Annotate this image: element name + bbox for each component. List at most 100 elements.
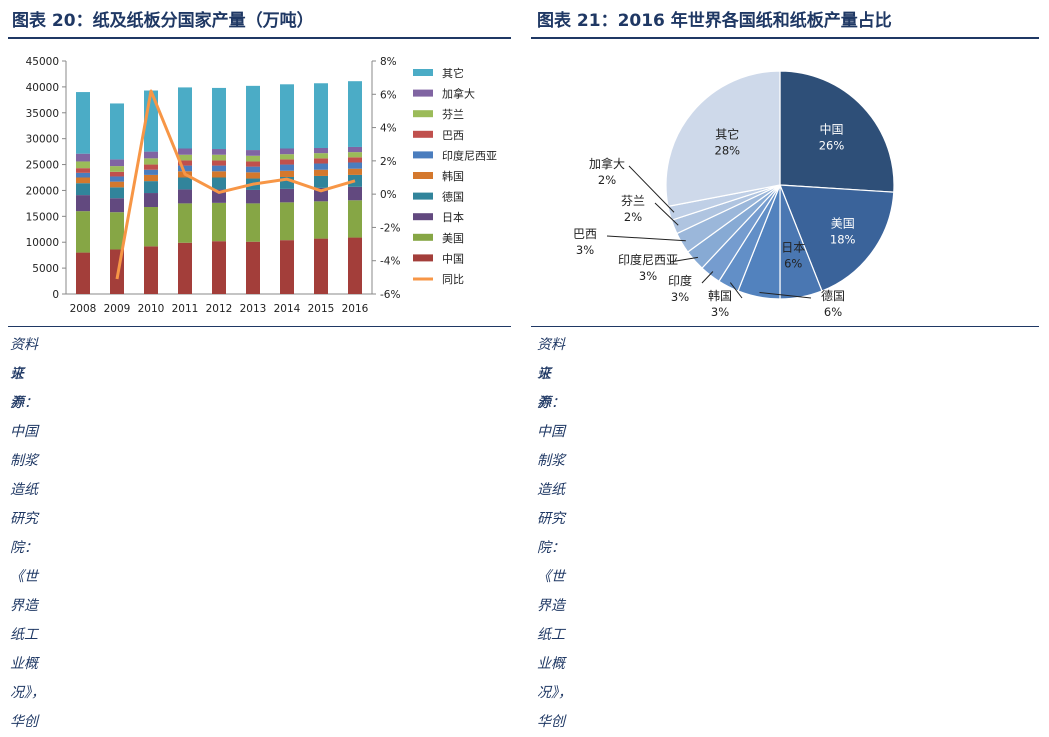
bar-segment <box>144 164 158 170</box>
pie-label: 韩国 <box>708 288 732 303</box>
pie-label: 巴西 <box>573 227 597 241</box>
bar-segment <box>314 238 328 294</box>
pie-pct: 26% <box>819 139 845 153</box>
x-tick-label: 2009 <box>104 303 131 315</box>
bar-segment <box>246 166 260 173</box>
bar-segment <box>144 207 158 247</box>
pie-leader-line <box>654 202 679 226</box>
legend-label: 加拿大 <box>442 87 475 101</box>
left-source-line2: 证券 <box>10 366 24 411</box>
x-tick-label: 2012 <box>206 303 233 315</box>
bar-segment <box>76 172 90 178</box>
pie-label: 印度 <box>668 273 692 288</box>
bar-segment <box>76 177 90 184</box>
y2-tick-label: -6% <box>380 289 400 301</box>
bar-segment <box>348 200 362 238</box>
y-tick-label: 20000 <box>26 185 59 197</box>
pie-label: 日本 <box>781 240 805 254</box>
bar-chart: 0 5000 10000 15000 20000 25000 30000 35000 40000… <box>26 56 497 315</box>
legend-label: 同比 <box>442 273 464 286</box>
x-tick-label: 2016 <box>342 303 369 315</box>
bar-segment <box>314 201 328 239</box>
bar-segment <box>212 241 226 294</box>
bar-segment <box>144 193 158 208</box>
legend-label: 中国 <box>442 252 464 265</box>
bar-segment <box>246 203 260 242</box>
legend-label: 日本 <box>442 210 464 224</box>
bar-segment <box>314 147 328 154</box>
bar-segment <box>144 169 158 175</box>
y-tick-label: 15000 <box>26 211 59 223</box>
bar-segment <box>178 242 192 294</box>
bar-segment <box>144 158 158 165</box>
pie-pct: 28% <box>715 143 741 157</box>
bar-segment <box>280 240 294 294</box>
bar-segment <box>110 103 124 160</box>
bar-segment <box>144 174 158 182</box>
bar-segment <box>314 158 328 164</box>
y-tick-label: 35000 <box>26 108 59 120</box>
bar-segment <box>76 161 90 169</box>
bar-segment <box>246 85 260 151</box>
bar-segment <box>314 175 328 188</box>
pie-label: 中国 <box>820 122 844 137</box>
bar-segment <box>76 92 90 154</box>
bar-segment <box>212 149 226 155</box>
pie-leader-line <box>669 256 698 263</box>
bar-segment <box>110 171 124 177</box>
pie-slice <box>779 70 895 193</box>
legend-swatch <box>413 69 433 76</box>
y-tick-label: 25000 <box>26 160 59 172</box>
x-tick-label: 2014 <box>274 303 301 315</box>
bar-segment <box>246 155 260 162</box>
x-tick-label: 2015 <box>308 303 335 315</box>
bar-segment <box>76 153 90 162</box>
legend-label: 巴西 <box>442 129 464 142</box>
bar-segment <box>212 87 226 150</box>
legend-label: 韩国 <box>442 169 464 183</box>
bar-segment <box>178 203 192 243</box>
bar-segment <box>178 154 192 161</box>
bar-segment <box>348 168 362 175</box>
pie-leader-line <box>628 165 675 213</box>
bar-segment <box>76 252 90 294</box>
y2-tick-label: -2% <box>380 222 400 234</box>
y2-tick-label: 8% <box>380 56 397 68</box>
bar-segment <box>348 146 362 153</box>
legend-label: 美国 <box>442 232 464 245</box>
pie-pct: 2% <box>624 210 642 224</box>
x-tick-label: 2008 <box>70 303 97 315</box>
y-tick-label: 30000 <box>26 134 59 146</box>
left-title-rule <box>8 37 511 39</box>
bar-segment <box>280 164 294 171</box>
bar-segment <box>280 84 294 149</box>
bar-segment <box>314 169 328 176</box>
bar-segment <box>76 195 90 212</box>
pie-label: 其它 <box>715 126 739 141</box>
bar-segment <box>110 159 124 167</box>
left-source-rule <box>8 326 511 327</box>
x-tick-label: 2010 <box>138 303 165 315</box>
bar-segment <box>246 150 260 156</box>
bar-segment <box>110 212 124 250</box>
pie-label: 加拿大 <box>589 156 625 171</box>
bar-segment <box>314 83 328 148</box>
legend-swatch <box>413 254 433 262</box>
bar-segment <box>314 163 328 170</box>
bar-segment <box>110 166 124 172</box>
pie-slice <box>665 70 781 208</box>
pie-label: 印度尼西亚 <box>618 252 678 267</box>
x-tick-label: 2011 <box>172 303 199 315</box>
legend-swatch <box>413 151 433 159</box>
y2-tick-label: 2% <box>380 156 397 168</box>
pie-leader-line <box>729 282 743 299</box>
legend-swatch <box>413 110 433 118</box>
bar-segment <box>246 241 260 294</box>
legend-label: 其它 <box>442 66 464 80</box>
bar-segment <box>178 148 192 155</box>
legend-swatch <box>413 213 433 221</box>
bar-segment <box>280 176 294 189</box>
legend-swatch <box>413 130 433 138</box>
y2-tick-label: 4% <box>380 123 397 135</box>
bar-segment <box>280 159 294 165</box>
